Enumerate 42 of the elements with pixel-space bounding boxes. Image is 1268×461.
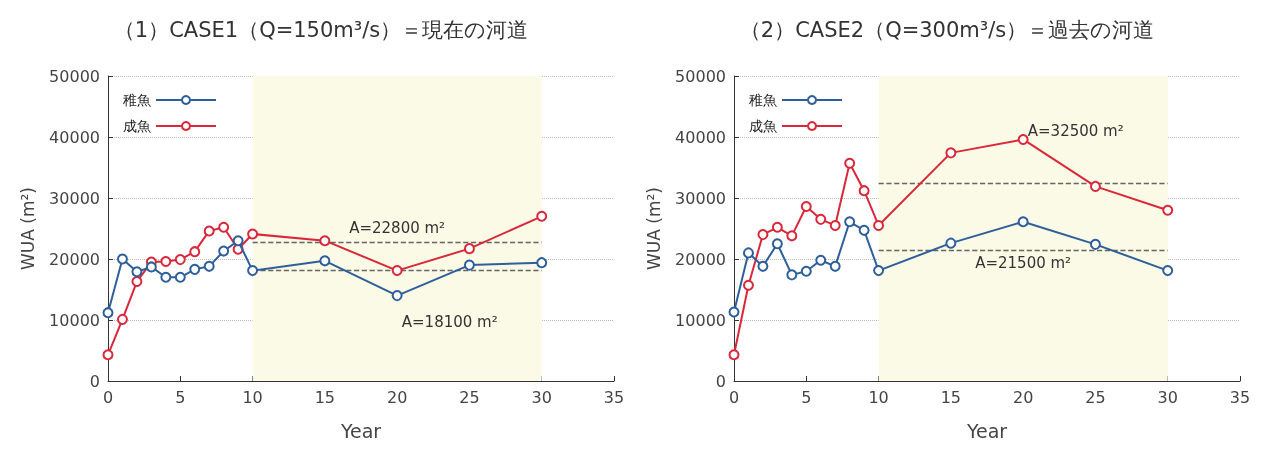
legend-label: 稚魚 bbox=[749, 92, 777, 108]
y-tick-label: 20000 bbox=[49, 249, 100, 269]
ref-line-label: A=21500 m² bbox=[975, 254, 1072, 273]
ref-line-label: A=22800 m² bbox=[349, 219, 446, 238]
y-axis-title: WUA (m²) bbox=[643, 187, 664, 270]
legend-label: 成魚 bbox=[749, 118, 777, 134]
ref-line-label: A=18100 m² bbox=[401, 313, 498, 332]
x-axis-title: Year bbox=[965, 419, 1008, 442]
legend-label: 成魚 bbox=[123, 118, 151, 134]
legend-label: 稚魚 bbox=[123, 92, 151, 108]
x-tick-label: 5 bbox=[175, 387, 186, 407]
x-axis-title: Year bbox=[339, 419, 382, 442]
x-tick-label: 10 bbox=[242, 387, 263, 407]
y-tick-label: 10000 bbox=[675, 310, 726, 330]
y-tick-label: 40000 bbox=[49, 127, 100, 147]
x-tick-label: 0 bbox=[728, 387, 740, 407]
x-tick-label: 35 bbox=[1229, 387, 1251, 407]
y-tick-label: 30000 bbox=[675, 188, 726, 208]
y-tick-label: 50000 bbox=[49, 66, 100, 86]
x-tick-label: 35 bbox=[603, 387, 625, 407]
x-tick-label: 20 bbox=[386, 387, 408, 407]
y-tick-label: 40000 bbox=[675, 127, 726, 147]
y-axis-title: WUA (m²) bbox=[17, 187, 38, 270]
x-tick-label: 30 bbox=[531, 387, 552, 407]
x-tick-label: 0 bbox=[102, 387, 114, 407]
x-tick-label: 30 bbox=[1157, 387, 1178, 407]
x-tick-label: 20 bbox=[1012, 387, 1034, 407]
x-tick-label: 25 bbox=[459, 387, 480, 407]
y-tick-label: 50000 bbox=[675, 66, 726, 86]
ref-line-label: A=32500 m² bbox=[1027, 122, 1124, 141]
x-tick-label: 15 bbox=[314, 387, 336, 407]
y-tick-label: 0 bbox=[715, 371, 726, 391]
y-tick-label: 0 bbox=[89, 371, 100, 391]
x-tick-label: 15 bbox=[940, 387, 962, 407]
chart-title: （2）CASE2（Q=300m³/s）＝過去の河道 bbox=[739, 17, 1155, 42]
y-tick-label: 10000 bbox=[49, 310, 100, 330]
y-tick-label: 30000 bbox=[49, 188, 100, 208]
x-tick-label: 10 bbox=[868, 387, 889, 407]
x-tick-label: 5 bbox=[801, 387, 812, 407]
chart-title: （1）CASE1（Q=150m³/s）＝現在の河道 bbox=[113, 17, 529, 42]
y-tick-label: 20000 bbox=[675, 249, 726, 269]
x-tick-label: 25 bbox=[1085, 387, 1106, 407]
